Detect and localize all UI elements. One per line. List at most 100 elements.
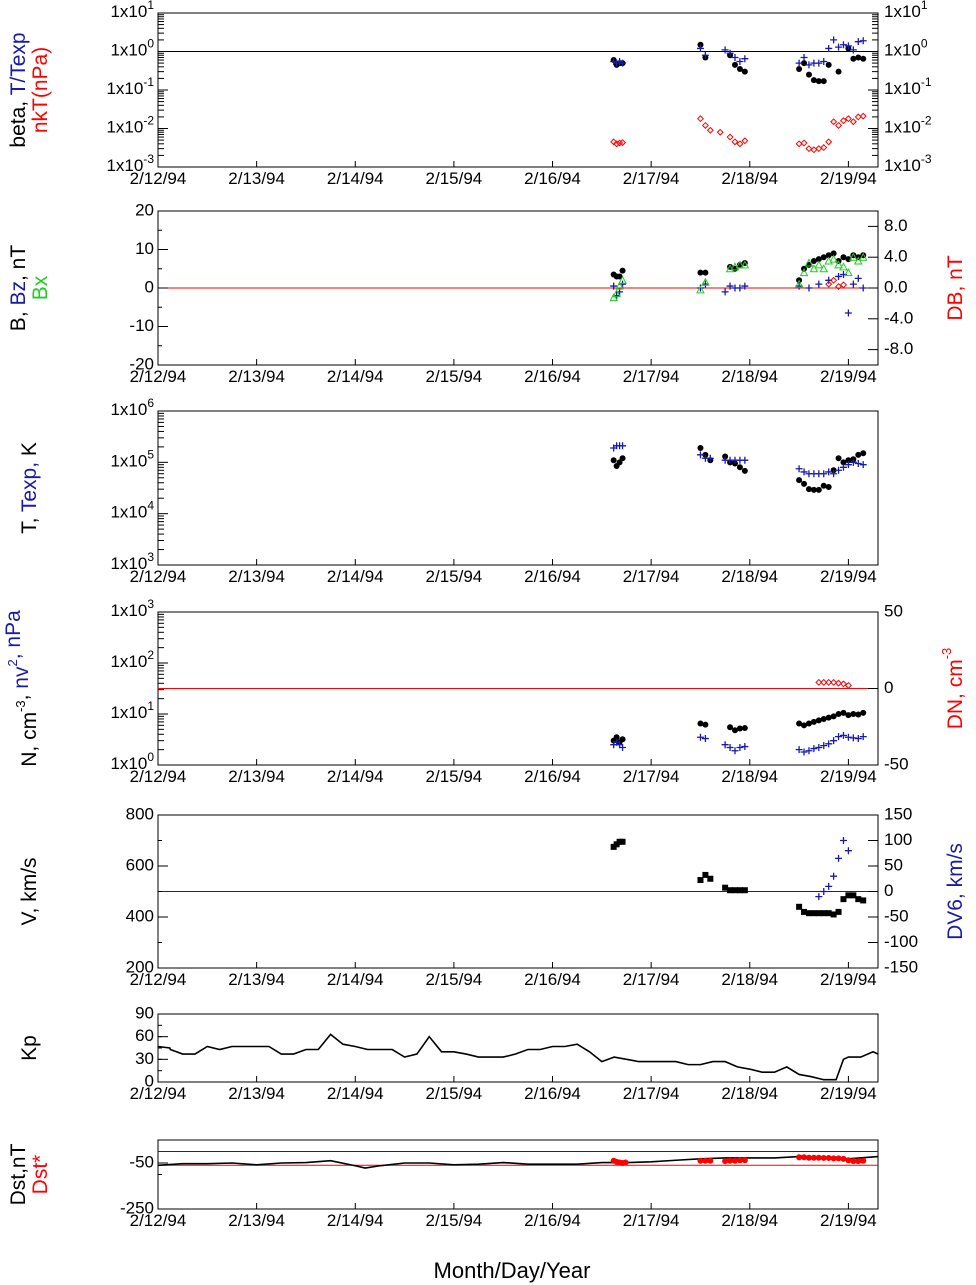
x-tick-label: 2/17/94 <box>623 1084 680 1103</box>
data-point-temperature-black <box>825 484 832 491</box>
data-point-beta-blue <box>736 57 744 65</box>
data-point-beta-black <box>805 71 812 78</box>
y2-tick-label: 150 <box>884 804 912 823</box>
data-point-density-blue <box>619 744 627 752</box>
x-tick-label: 2/18/94 <box>721 1084 778 1103</box>
data-point-temperature-black <box>805 486 812 493</box>
data-point-dst-red <box>860 1157 867 1164</box>
data-point-density-red <box>835 679 843 687</box>
x-axis-title: Month/Day/Year <box>434 1258 591 1283</box>
data-point-temperature-blue <box>800 468 808 476</box>
y-tick-label: 10 <box>135 239 154 258</box>
data-point-beta-red <box>716 128 724 136</box>
data-point-beta-blue <box>830 36 838 44</box>
y2-tick-label: 4.0 <box>884 247 908 266</box>
data-point-dst-red <box>741 1157 748 1164</box>
x-tick-label: 2/15/94 <box>426 970 483 989</box>
data-point-density-blue <box>810 745 818 753</box>
y2-tick-label: 100 <box>884 830 912 849</box>
data-point-magnetic-red <box>839 281 847 289</box>
data-point-velocity-black <box>835 908 842 915</box>
data-point-beta-black <box>815 78 822 85</box>
data-point-beta-blue <box>741 55 749 63</box>
data-point-beta-red <box>610 138 618 146</box>
x-tick-label: 2/15/94 <box>426 567 483 586</box>
data-point-beta-red <box>736 140 744 148</box>
data-point-beta-red <box>706 126 714 134</box>
data-point-dst-red <box>830 1155 837 1162</box>
x-tick-label: 2/14/94 <box>327 1211 384 1230</box>
panel-kp: 2/12/94 2/13/94 2/14/94 2/15/94 2/16/94 2/17/… <box>18 1003 879 1103</box>
x-tick-label: 2/15/94 <box>426 767 483 786</box>
data-point-beta-red <box>741 137 749 145</box>
y-tick-label: -10 <box>129 316 154 335</box>
data-point-density-blue <box>696 733 704 741</box>
data-point-beta-black <box>835 68 842 75</box>
data-point-magnetic-green <box>858 252 868 261</box>
x-tick-label: 2/13/94 <box>228 1084 285 1103</box>
data-point-velocity-black <box>731 887 738 894</box>
x-tick-label: 2/12/94 <box>130 1084 187 1103</box>
data-point-temperature-black <box>810 486 817 493</box>
data-point-dst-red <box>840 1155 847 1162</box>
data-point-dst-red <box>820 1154 827 1161</box>
data-point-beta-blue <box>825 44 833 52</box>
data-point-density-black <box>731 727 738 734</box>
data-point-velocity-blue <box>820 888 828 895</box>
data-point-velocity-black <box>830 911 837 918</box>
data-point-velocity-blue <box>844 847 852 855</box>
x-tick-label: 2/17/94 <box>623 767 680 786</box>
data-point-magnetic-green <box>794 279 804 288</box>
data-point-density-black <box>702 721 709 728</box>
data-point-temperature-blue <box>839 463 847 471</box>
y2-tick-label: 1x101 <box>884 0 928 21</box>
y-axis-label-density-line-1: N, cm-3, nv2, nPa <box>2 610 41 767</box>
x-tick-label: 2/17/94 <box>623 567 680 586</box>
data-point-density-black <box>835 711 842 717</box>
data-point-temperature-blue <box>820 470 828 478</box>
data-point-magnetic-green <box>701 277 710 286</box>
data-point-magnetic-black <box>697 269 704 276</box>
data-point-beta-blue <box>696 44 704 52</box>
data-point-magnetic-blue <box>610 282 618 290</box>
data-point-density-black <box>860 709 867 716</box>
data-point-magnetic-blue <box>701 280 709 288</box>
y-tick-label: 1x102 <box>110 648 154 671</box>
data-point-beta-red <box>800 139 808 147</box>
data-point-velocity-black <box>722 884 729 891</box>
data-point-beta-blue <box>731 53 739 61</box>
data-point-magnetic-blue <box>815 280 823 288</box>
y-axis-label-magnetic-line-1: B, Bz, nT <box>7 245 30 332</box>
panel-magnetic: 2/12/94 2/13/94 2/14/94 2/15/94 2/16/94 2/17/… <box>7 200 967 386</box>
data-point-velocity-black <box>815 910 822 917</box>
x-tick-label: 2/17/94 <box>623 367 680 386</box>
y2-tick-label: 50 <box>884 601 903 620</box>
data-point-temperature-black <box>815 486 822 493</box>
data-point-density-blue <box>701 735 709 743</box>
data-point-dst-red <box>707 1157 714 1164</box>
data-point-beta-red <box>825 138 833 146</box>
data-point-dst-red <box>810 1154 817 1161</box>
y-axis-label-dst-line-2: Dst* <box>29 1155 52 1195</box>
data-point-density-black <box>736 725 743 732</box>
data-point-magnetic-green <box>799 268 809 277</box>
x-tick-label: 2/13/94 <box>228 169 285 188</box>
y-tick-label: 0 <box>145 277 154 296</box>
y-tick-label: 600 <box>126 855 154 874</box>
data-point-magnetic-green <box>740 260 750 269</box>
data-point-density-blue <box>805 747 813 755</box>
data-point-velocity-black <box>727 887 734 894</box>
data-point-density-blue <box>731 747 739 755</box>
x-tick-label: 2/14/94 <box>327 367 384 386</box>
data-point-velocity-black <box>619 838 626 845</box>
data-point-beta-red <box>616 139 624 147</box>
y-tick-label: 0 <box>145 1071 154 1090</box>
data-point-beta-black <box>825 61 832 68</box>
x-tick-label: 2/13/94 <box>228 1211 285 1230</box>
x-tick-label: 2/16/94 <box>524 767 581 786</box>
data-point-velocity-blue <box>815 893 823 901</box>
data-point-temperature-blue <box>696 451 704 459</box>
x-tick-label: 2/19/94 <box>820 567 877 586</box>
data-point-density-blue <box>741 743 749 751</box>
